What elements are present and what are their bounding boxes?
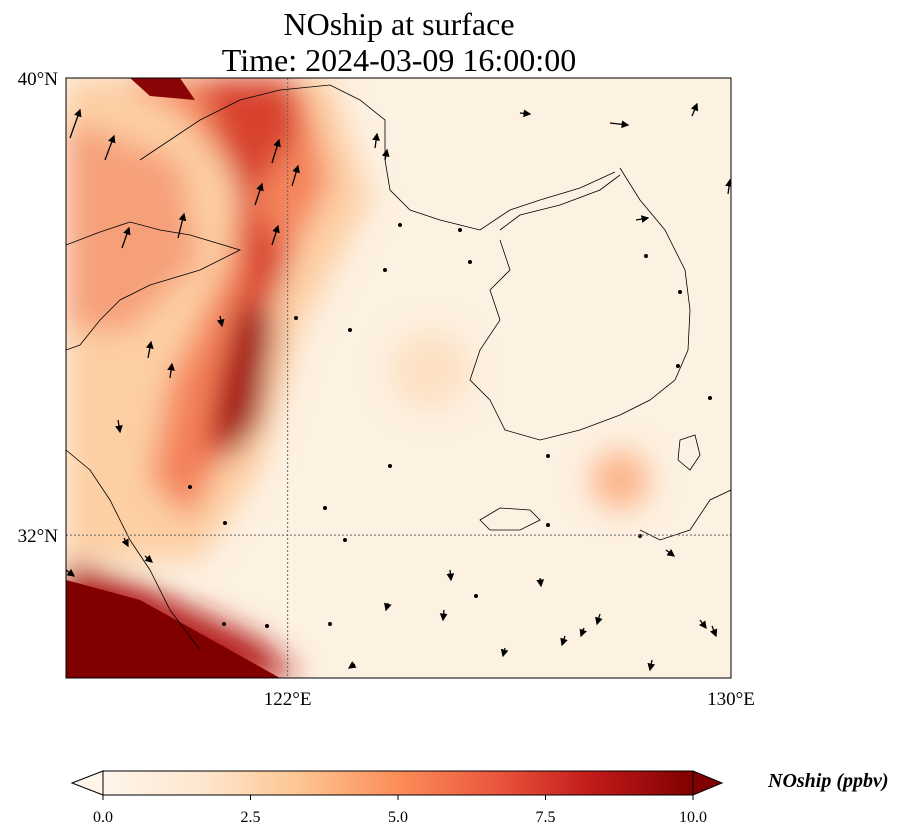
wind-marker — [676, 364, 680, 368]
wind-marker — [328, 622, 332, 626]
coastline-jiangsu — [66, 449, 201, 651]
field-north-max — [130, 78, 195, 100]
wind-arrow — [347, 661, 357, 669]
field-northwest — [66, 120, 200, 330]
wind-marker — [474, 594, 478, 598]
lat-tick-label: 32°N — [18, 526, 59, 547]
wind-marker — [546, 454, 550, 458]
wind-marker — [222, 622, 226, 626]
wind-arrow — [372, 132, 380, 149]
wind-arrow — [635, 215, 650, 223]
wind-marker — [265, 624, 269, 628]
wind-arrow — [725, 178, 731, 195]
wind-arrow — [381, 148, 390, 161]
map-gridlines — [66, 78, 731, 678]
wind-arrow — [271, 224, 280, 246]
wind-arrow — [609, 120, 630, 129]
coastline-korea — [469, 167, 691, 441]
wind-arrow — [500, 647, 509, 658]
wind-marker — [458, 228, 462, 232]
wind-arrow — [690, 102, 699, 117]
wind-marker — [644, 254, 648, 258]
colorbar-tick-label: 10.0 — [679, 809, 707, 826]
concentration-field — [66, 78, 731, 678]
wind-arrow — [115, 419, 123, 434]
wind-arrow — [104, 134, 116, 161]
colorbar-body — [102, 770, 694, 796]
wind-arrow — [291, 164, 300, 187]
wind-marker — [398, 223, 402, 227]
wind-marker — [388, 464, 392, 468]
field-plume-max — [215, 300, 275, 460]
colorbar-ticks: 0.0 2.5 5.0 7.5 10.0 — [93, 795, 707, 826]
wind-vectors — [66, 102, 731, 672]
wind-arrow — [167, 362, 175, 379]
wind-marker — [223, 521, 227, 525]
wind-marker — [468, 260, 472, 264]
coastline-jeju — [479, 507, 541, 531]
colorbar-tick-label: 0.0 — [93, 809, 113, 826]
wind-marker — [638, 534, 642, 538]
map-frame — [65, 77, 732, 679]
coastline-border — [499, 174, 621, 231]
field-plume-band — [120, 78, 330, 520]
wind-small-markers — [188, 223, 712, 628]
coastline-tsushima — [677, 434, 701, 471]
colorbar-tick-label: 7.5 — [536, 809, 556, 826]
wind-arrow — [216, 315, 225, 328]
map-subtitle-time: Time: 2024-03-09 16:00:00 — [221, 42, 577, 78]
coastline-shandong-north — [66, 221, 242, 351]
coastline-kyushu — [639, 489, 731, 541]
field-east-patch — [590, 450, 650, 510]
wind-arrow — [121, 226, 131, 249]
lat-tick-label: 40°N — [18, 69, 59, 90]
wind-arrow — [384, 602, 392, 612]
wind-marker — [343, 538, 347, 542]
wind-arrow — [446, 569, 455, 582]
wind-arrow — [177, 212, 187, 239]
wind-marker — [294, 316, 298, 320]
colorbar-max-extend — [692, 770, 724, 796]
wind-arrow — [579, 627, 587, 638]
lon-tick-labels: 122°E 130°E — [264, 689, 755, 710]
wind-arrow — [144, 554, 153, 563]
field-center-patch — [390, 330, 470, 410]
wind-marker — [323, 506, 327, 510]
lon-tick-label: 130°E — [707, 689, 755, 710]
wind-arrow — [595, 613, 603, 626]
colorbar-label: NOship (ppbv) — [768, 770, 889, 792]
map-title: NOship at surface — [283, 6, 515, 42]
wind-arrow — [271, 138, 281, 164]
wind-arrow — [66, 568, 76, 577]
wind-marker — [708, 396, 712, 400]
wind-arrow — [709, 625, 718, 638]
lat-tick-labels: 40°N 32°N — [18, 69, 59, 547]
colorbar: 0.0 2.5 5.0 7.5 10.0 — [70, 770, 724, 826]
wind-arrow — [647, 659, 656, 672]
field-south-max — [66, 580, 280, 678]
wind-marker — [348, 328, 352, 332]
wind-arrow — [439, 609, 448, 622]
colorbar-tick-label: 2.5 — [241, 809, 261, 826]
wind-marker — [678, 290, 682, 294]
wind-arrow — [69, 108, 82, 139]
wind-arrow — [698, 619, 707, 630]
field-plume-core — [200, 78, 300, 470]
colorbar-min-extend — [70, 770, 104, 796]
wind-arrow — [121, 537, 129, 548]
colorbar-tick-label: 5.0 — [388, 809, 408, 826]
wind-arrow — [519, 109, 532, 118]
wind-arrow — [145, 340, 154, 359]
wind-marker — [383, 268, 387, 272]
wind-marker — [546, 523, 550, 527]
lon-tick-label: 122°E — [264, 689, 312, 710]
wind-marker — [188, 485, 192, 489]
wind-arrow — [254, 182, 264, 206]
wind-arrow — [665, 548, 676, 557]
wind-arrow — [536, 577, 545, 588]
wind-arrow — [560, 635, 568, 647]
